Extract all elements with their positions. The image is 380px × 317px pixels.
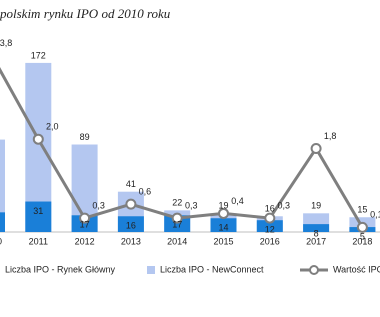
data-label: 14 [218, 223, 228, 233]
x-tick-label: 2011 [29, 236, 48, 246]
legend-label: Liczba IPO - Rynek Główny [5, 264, 116, 274]
data-label: 172 [31, 50, 46, 60]
data-label: 5 [360, 231, 365, 241]
data-label: 31 [33, 206, 43, 216]
line-point [79, 212, 91, 224]
bar [303, 224, 330, 232]
data-label: 16 [126, 221, 136, 231]
data-label: 8 [314, 229, 319, 239]
bar [256, 220, 283, 232]
x-tick-label: 2017 [306, 236, 326, 246]
data-label: 0,4 [231, 196, 244, 206]
legend-label: Liczba IPO - NewConnect [160, 264, 264, 274]
data-label: 3,8 [0, 38, 12, 48]
legend-label: Wartość IPO [333, 264, 380, 274]
data-label: 17 [172, 220, 182, 230]
data-label: 89 [80, 132, 90, 142]
bar [71, 215, 98, 232]
x-tick-label: 2018 [352, 236, 372, 246]
bar [117, 216, 144, 232]
bar [0, 212, 5, 232]
data-label: 0,3 [278, 200, 291, 210]
line-point [356, 221, 368, 233]
line-point [264, 212, 276, 224]
data-label: 22 [172, 198, 182, 208]
data-label: 12 [265, 225, 275, 235]
x-tick-label: 2015 [213, 236, 233, 246]
data-label: 2,0 [46, 122, 59, 132]
x-tick-label: 2010 [0, 236, 2, 246]
chart-title: polskim rynku IPO od 2010 roku [0, 6, 171, 21]
bar [164, 215, 191, 232]
bar [210, 218, 237, 232]
legend-swatch [309, 265, 319, 275]
data-label: 17 [80, 220, 90, 230]
x-tick-label: 2014 [167, 236, 187, 246]
data-label: 1,8 [324, 131, 337, 141]
bar [0, 139, 5, 232]
data-label: 19 [218, 201, 228, 211]
data-label: 0,3 [185, 200, 198, 210]
data-label: 0,1 [370, 210, 380, 220]
bar [25, 201, 52, 232]
data-label: 0,6 [139, 187, 152, 197]
data-label: 19 [311, 201, 321, 211]
line-point [125, 198, 137, 210]
legend-swatch [147, 266, 155, 274]
line-point [310, 142, 322, 154]
data-label: 15 [357, 205, 367, 215]
x-tick-label: 2013 [121, 236, 141, 246]
data-label: 16 [265, 204, 275, 214]
x-tick-label: 2016 [260, 236, 280, 246]
data-label: 41 [126, 179, 136, 189]
x-tick-label: 2012 [75, 236, 95, 246]
line-point [171, 212, 183, 224]
line-point [218, 207, 229, 219]
data-label: 0,3 [92, 200, 105, 210]
line-point [32, 133, 44, 145]
